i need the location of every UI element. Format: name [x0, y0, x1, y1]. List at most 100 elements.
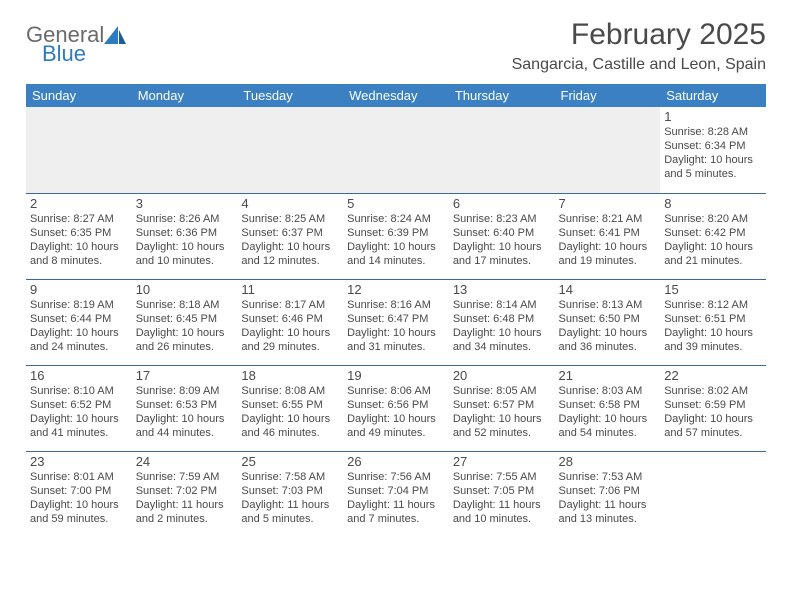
sunrise-text: Sunrise: 8:02 AM [664, 384, 762, 398]
calendar-cell: 24Sunrise: 7:59 AMSunset: 7:02 PMDayligh… [132, 451, 238, 537]
day-text: Daylight: 11 hours and 5 minutes. [241, 498, 339, 526]
calendar-cell: 23Sunrise: 8:01 AMSunset: 7:00 PMDayligh… [26, 451, 132, 537]
calendar-cell [343, 107, 449, 193]
sunrise-text: Sunrise: 8:03 AM [559, 384, 657, 398]
calendar-cell: 9Sunrise: 8:19 AMSunset: 6:44 PMDaylight… [26, 279, 132, 365]
day-number: 12 [347, 283, 445, 297]
sunrise-text: Sunrise: 8:08 AM [241, 384, 339, 398]
day-text: Daylight: 11 hours and 7 minutes. [347, 498, 445, 526]
sunset-text: Sunset: 6:41 PM [559, 226, 657, 240]
calendar-body: 1Sunrise: 8:28 AMSunset: 6:34 PMDaylight… [26, 107, 766, 537]
day-number: 26 [347, 455, 445, 469]
day-text: Daylight: 10 hours and 21 minutes. [664, 240, 762, 268]
day-text: Daylight: 10 hours and 14 minutes. [347, 240, 445, 268]
calendar-week-row: 2Sunrise: 8:27 AMSunset: 6:35 PMDaylight… [26, 193, 766, 279]
day-text: Daylight: 10 hours and 54 minutes. [559, 412, 657, 440]
sunset-text: Sunset: 6:35 PM [30, 226, 128, 240]
day-text: Daylight: 10 hours and 39 minutes. [664, 326, 762, 354]
sunrise-text: Sunrise: 8:28 AM [664, 125, 762, 139]
day-text: Daylight: 10 hours and 36 minutes. [559, 326, 657, 354]
sunrise-text: Sunrise: 8:06 AM [347, 384, 445, 398]
calendar-cell: 8Sunrise: 8:20 AMSunset: 6:42 PMDaylight… [660, 193, 766, 279]
sunset-text: Sunset: 6:46 PM [241, 312, 339, 326]
calendar-week-row: 16Sunrise: 8:10 AMSunset: 6:52 PMDayligh… [26, 365, 766, 451]
day-number: 3 [136, 197, 234, 211]
sunrise-text: Sunrise: 8:17 AM [241, 298, 339, 312]
day-number: 7 [559, 197, 657, 211]
location-text: Sangarcia, Castille and Leon, Spain [512, 56, 766, 74]
sunrise-text: Sunrise: 8:21 AM [559, 212, 657, 226]
day-text: Daylight: 10 hours and 8 minutes. [30, 240, 128, 268]
sunset-text: Sunset: 7:04 PM [347, 484, 445, 498]
calendar-cell: 16Sunrise: 8:10 AMSunset: 6:52 PMDayligh… [26, 365, 132, 451]
day-text: Daylight: 10 hours and 26 minutes. [136, 326, 234, 354]
calendar-cell [449, 107, 555, 193]
sunset-text: Sunset: 6:50 PM [559, 312, 657, 326]
sunset-text: Sunset: 6:42 PM [664, 226, 762, 240]
calendar-week-row: 1Sunrise: 8:28 AMSunset: 6:34 PMDaylight… [26, 107, 766, 193]
day-number: 2 [30, 197, 128, 211]
sunset-text: Sunset: 6:59 PM [664, 398, 762, 412]
sunrise-text: Sunrise: 8:10 AM [30, 384, 128, 398]
sunrise-text: Sunrise: 8:01 AM [30, 470, 128, 484]
day-number: 11 [241, 283, 339, 297]
day-number: 13 [453, 283, 551, 297]
calendar-cell: 6Sunrise: 8:23 AMSunset: 6:40 PMDaylight… [449, 193, 555, 279]
calendar-cell: 14Sunrise: 8:13 AMSunset: 6:50 PMDayligh… [555, 279, 661, 365]
sunrise-text: Sunrise: 7:59 AM [136, 470, 234, 484]
calendar-cell: 15Sunrise: 8:12 AMSunset: 6:51 PMDayligh… [660, 279, 766, 365]
sunrise-text: Sunrise: 8:19 AM [30, 298, 128, 312]
sunrise-text: Sunrise: 8:26 AM [136, 212, 234, 226]
sunrise-text: Sunrise: 8:12 AM [664, 298, 762, 312]
sunrise-text: Sunrise: 8:18 AM [136, 298, 234, 312]
day-header: Friday [555, 84, 661, 107]
calendar-cell: 4Sunrise: 8:25 AMSunset: 6:37 PMDaylight… [237, 193, 343, 279]
sunset-text: Sunset: 6:57 PM [453, 398, 551, 412]
sunrise-text: Sunrise: 8:14 AM [453, 298, 551, 312]
calendar-cell: 13Sunrise: 8:14 AMSunset: 6:48 PMDayligh… [449, 279, 555, 365]
day-text: Daylight: 10 hours and 44 minutes. [136, 412, 234, 440]
day-header: Thursday [449, 84, 555, 107]
sunrise-text: Sunrise: 8:16 AM [347, 298, 445, 312]
calendar-cell: 20Sunrise: 8:05 AMSunset: 6:57 PMDayligh… [449, 365, 555, 451]
calendar-cell [660, 451, 766, 537]
calendar-cell: 12Sunrise: 8:16 AMSunset: 6:47 PMDayligh… [343, 279, 449, 365]
sunset-text: Sunset: 6:45 PM [136, 312, 234, 326]
sunset-text: Sunset: 6:34 PM [664, 139, 762, 153]
sunset-text: Sunset: 6:52 PM [30, 398, 128, 412]
day-number: 19 [347, 369, 445, 383]
calendar-cell: 11Sunrise: 8:17 AMSunset: 6:46 PMDayligh… [237, 279, 343, 365]
day-header: Wednesday [343, 84, 449, 107]
day-text: Daylight: 10 hours and 31 minutes. [347, 326, 445, 354]
sunrise-text: Sunrise: 8:09 AM [136, 384, 234, 398]
sunset-text: Sunset: 7:02 PM [136, 484, 234, 498]
calendar-cell: 17Sunrise: 8:09 AMSunset: 6:53 PMDayligh… [132, 365, 238, 451]
sunrise-text: Sunrise: 8:25 AM [241, 212, 339, 226]
sunrise-text: Sunrise: 8:20 AM [664, 212, 762, 226]
day-number: 8 [664, 197, 762, 211]
calendar-cell: 25Sunrise: 7:58 AMSunset: 7:03 PMDayligh… [237, 451, 343, 537]
day-number: 9 [30, 283, 128, 297]
day-text: Daylight: 11 hours and 2 minutes. [136, 498, 234, 526]
day-header: Sunday [26, 84, 132, 107]
sunset-text: Sunset: 6:37 PM [241, 226, 339, 240]
day-text: Daylight: 10 hours and 59 minutes. [30, 498, 128, 526]
sunrise-text: Sunrise: 8:23 AM [453, 212, 551, 226]
day-number: 10 [136, 283, 234, 297]
day-text: Daylight: 10 hours and 17 minutes. [453, 240, 551, 268]
calendar-cell: 3Sunrise: 8:26 AMSunset: 6:36 PMDaylight… [132, 193, 238, 279]
calendar-week-row: 9Sunrise: 8:19 AMSunset: 6:44 PMDaylight… [26, 279, 766, 365]
day-number: 18 [241, 369, 339, 383]
sunrise-text: Sunrise: 8:05 AM [453, 384, 551, 398]
day-text: Daylight: 10 hours and 5 minutes. [664, 153, 762, 181]
day-text: Daylight: 10 hours and 46 minutes. [241, 412, 339, 440]
sunrise-text: Sunrise: 8:13 AM [559, 298, 657, 312]
sunrise-text: Sunrise: 7:53 AM [559, 470, 657, 484]
calendar-cell: 27Sunrise: 7:55 AMSunset: 7:05 PMDayligh… [449, 451, 555, 537]
title-block: February 2025 Sangarcia, Castille and Le… [512, 18, 766, 74]
day-number: 25 [241, 455, 339, 469]
sunset-text: Sunset: 6:58 PM [559, 398, 657, 412]
day-text: Daylight: 10 hours and 29 minutes. [241, 326, 339, 354]
sunrise-text: Sunrise: 7:56 AM [347, 470, 445, 484]
day-header: Saturday [660, 84, 766, 107]
